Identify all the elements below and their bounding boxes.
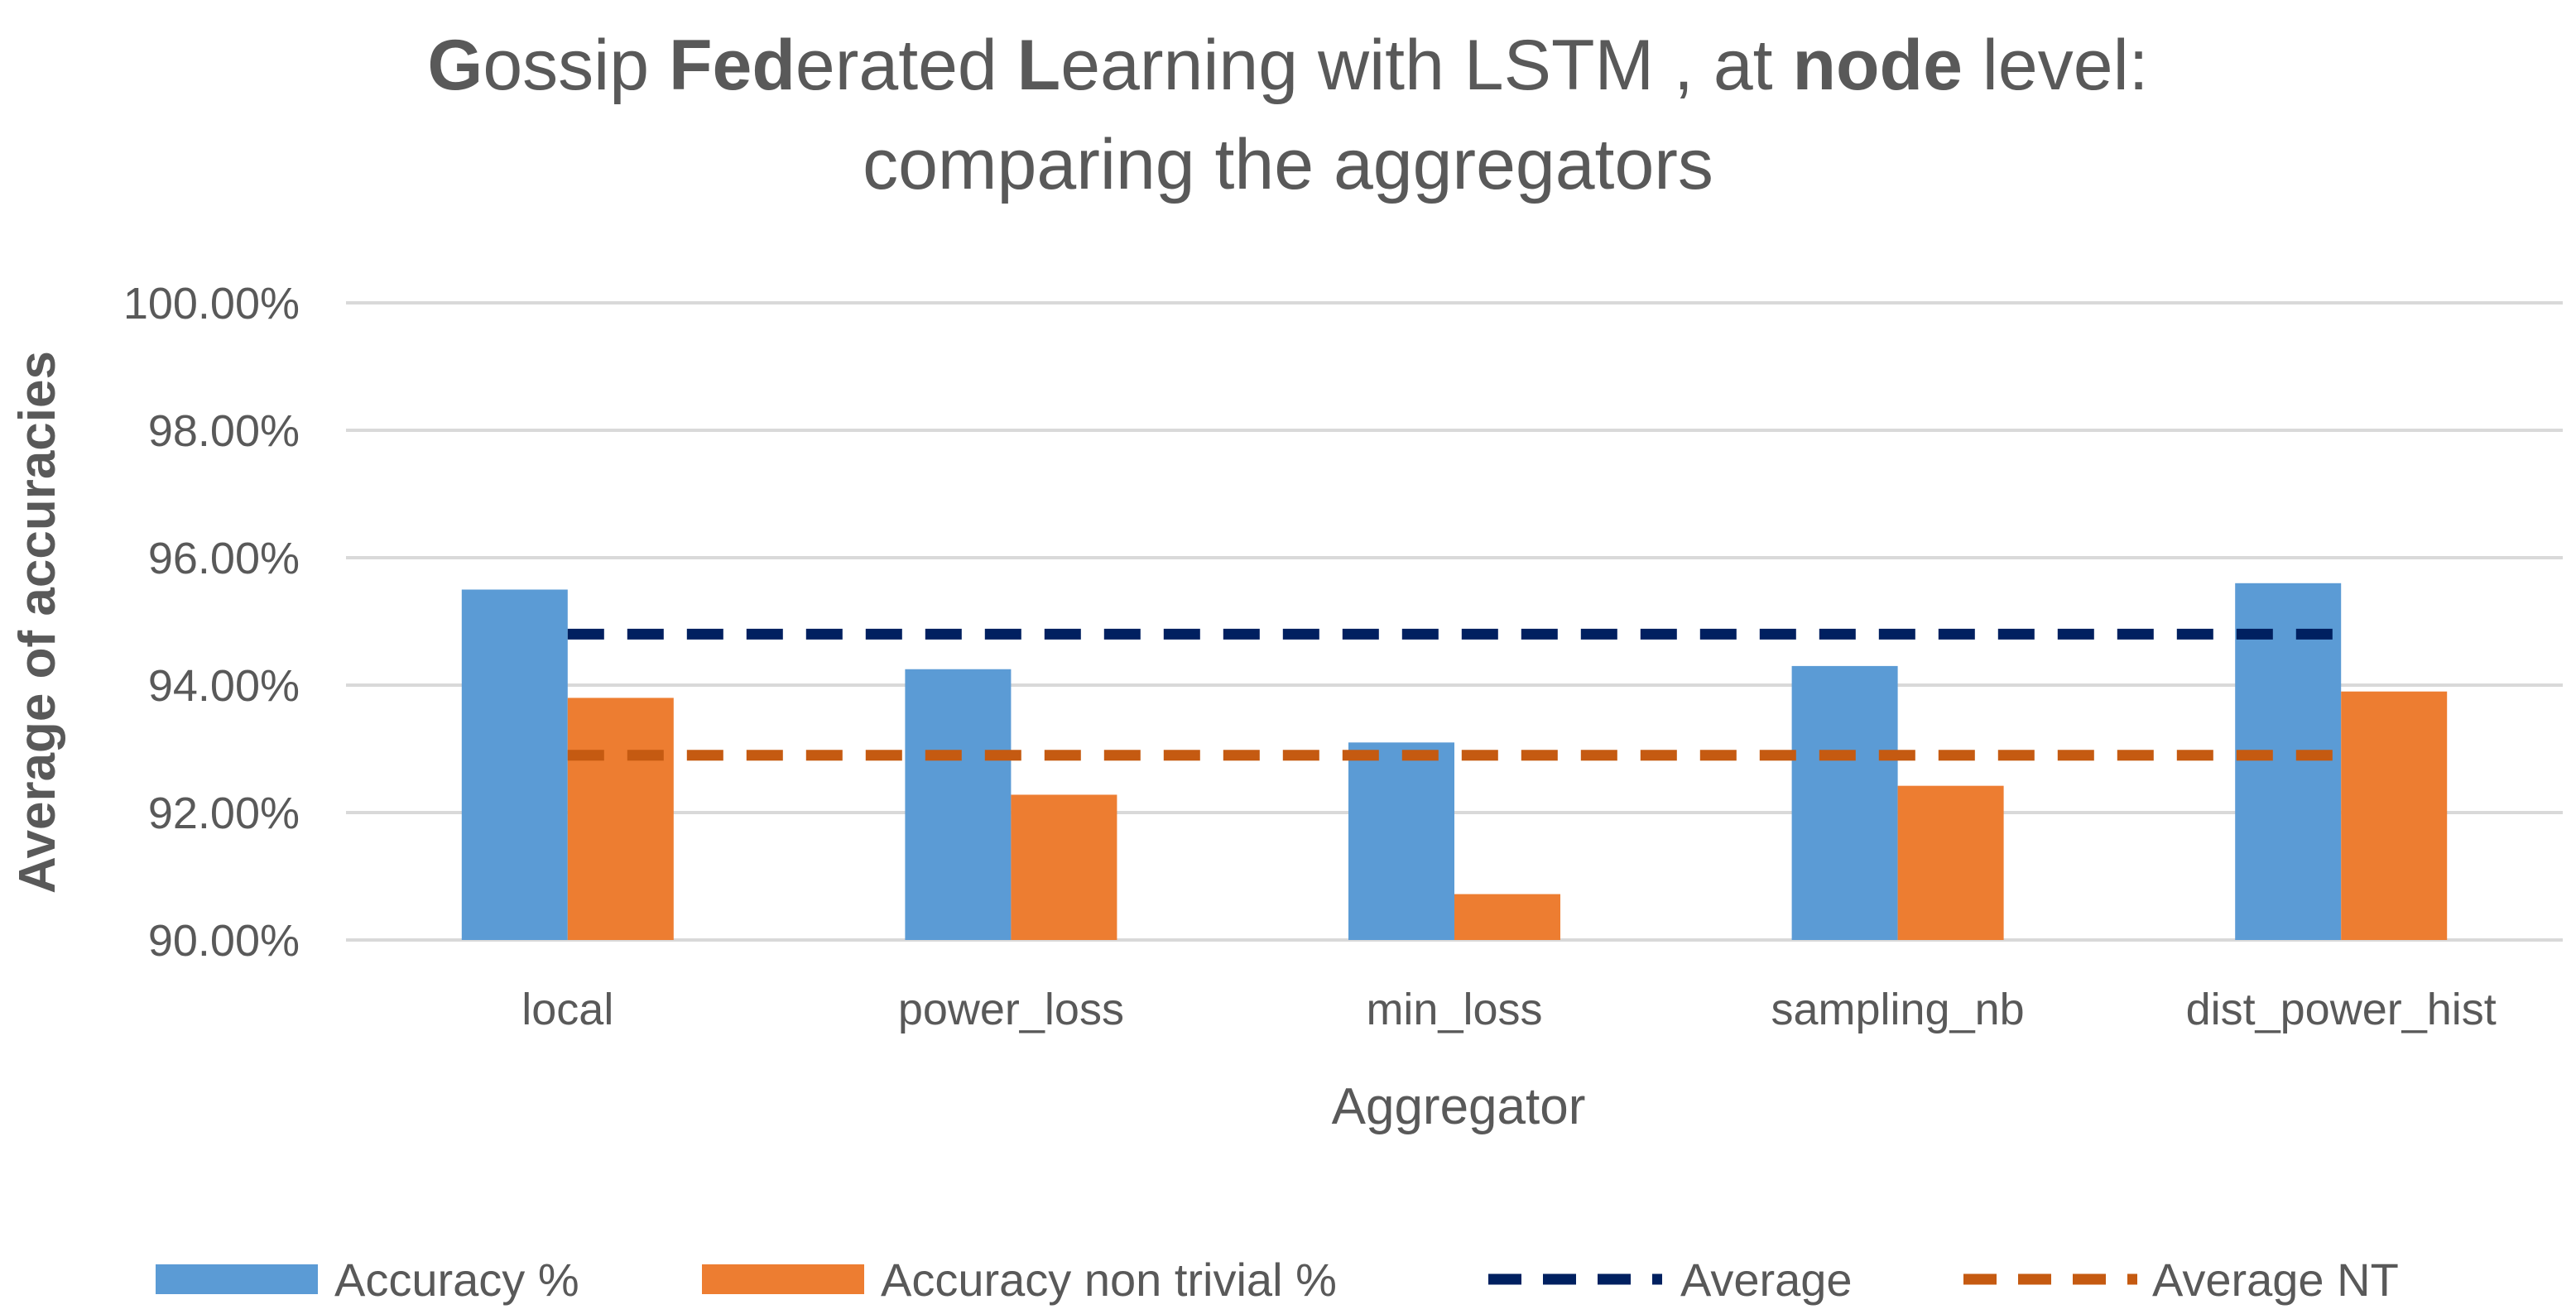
y-tick-label: 100.00% (123, 279, 300, 328)
x-tick-label: min_loss (1366, 985, 1542, 1034)
bars (461, 583, 2448, 940)
bar-accuracy-power-loss (905, 669, 1012, 940)
bar-accuracy-dist-power-hist (2235, 583, 2342, 940)
bar-accuracy-sampling-nb (1791, 665, 1898, 940)
x-tick-label: sampling_nb (1771, 985, 2024, 1034)
x-tick-label: dist_power_hist (2186, 985, 2497, 1034)
chart-title-line-2: comparing the aggregators (863, 125, 1713, 204)
title-segment: node (1792, 26, 1962, 105)
y-axis-title: Average of accuracies (9, 351, 66, 894)
y-axis-ticks: 90.00% 92.00% 94.00% 96.00% 98.00% 100.00% (123, 279, 300, 966)
bar-accuracy-non-trivial-sampling-nb (1897, 785, 2004, 940)
legend-label-accuracy: Accuracy % (334, 1254, 579, 1306)
title-segment: erated (795, 26, 1017, 105)
bar-accuracy-non-trivial-dist-power-hist (2341, 691, 2448, 940)
y-tick-label: 92.00% (148, 789, 300, 838)
x-axis-title: Aggregator (1332, 1078, 1586, 1135)
legend-swatch-accuracy-non-trivial (702, 1264, 864, 1294)
x-axis-ticks: local power_loss min_loss sampling_nb dist_p… (521, 985, 2497, 1034)
title-segment: Fed (669, 26, 795, 105)
y-tick-label: 90.00% (148, 916, 300, 966)
y-tick-label: 94.00% (148, 661, 300, 711)
chart-title-line-1: Gossip Federated Learning with LSTM , at… (427, 26, 2148, 105)
y-tick-label: 96.00% (148, 534, 300, 583)
x-tick-label: local (521, 985, 613, 1034)
bar-accuracy-non-trivial-local (567, 698, 674, 940)
legend-label-accuracy-non-trivial: Accuracy non trivial % (881, 1254, 1337, 1306)
legend-swatch-accuracy (156, 1264, 318, 1294)
legend: Accuracy % Accuracy non trivial % Average A… (156, 1254, 2399, 1306)
title-segment: ossip (483, 26, 669, 105)
legend-label-average-nt: Average NT (2152, 1254, 2399, 1306)
title-segment: level: (1963, 26, 2149, 105)
y-tick-label: 98.00% (148, 406, 300, 456)
bar-accuracy-min-loss (1348, 742, 1454, 940)
title-segment: earning with LSTM , at (1060, 26, 1792, 105)
bar-accuracy-non-trivial-power-loss (1011, 794, 1117, 940)
bar-accuracy-local (461, 589, 568, 940)
legend-label-average: Average (1680, 1254, 1853, 1306)
title-segment: G (427, 26, 483, 105)
bar-accuracy-non-trivial-min-loss (1454, 894, 1560, 940)
title-segment: L (1017, 26, 1061, 105)
x-tick-label: power_loss (898, 985, 1124, 1034)
